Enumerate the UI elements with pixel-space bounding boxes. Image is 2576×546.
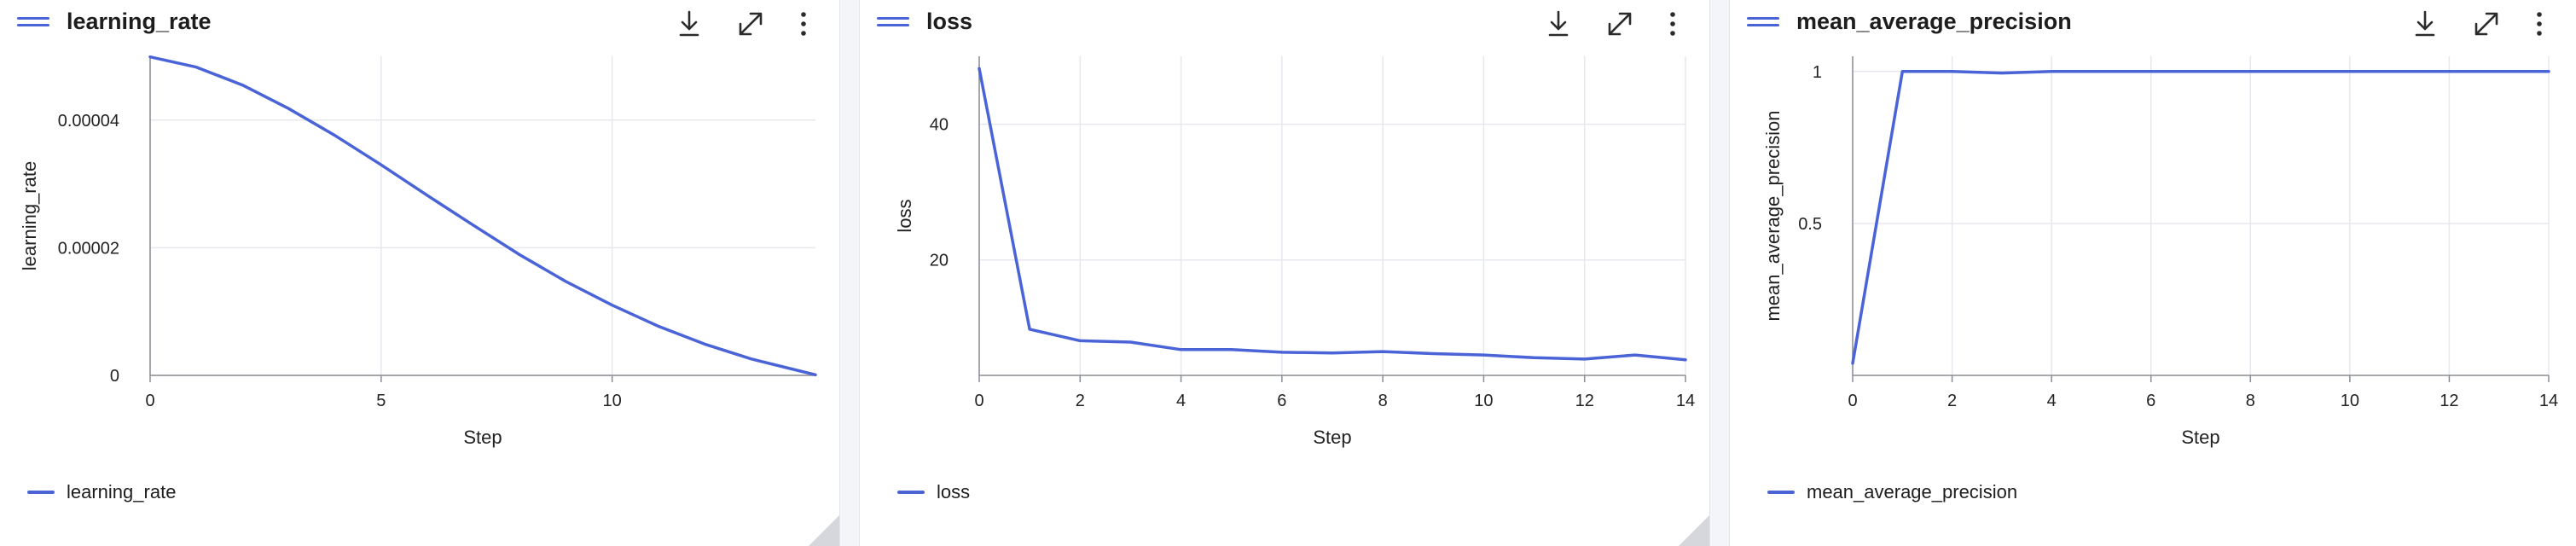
x-tick-label: 14	[1676, 392, 1695, 410]
x-tick-label: 0	[1848, 392, 1857, 410]
x-tick-label: 10	[2341, 392, 2359, 410]
legend-swatch	[1767, 491, 1795, 494]
legend: loss	[897, 479, 970, 505]
more-vert-icon[interactable]	[1656, 7, 1690, 41]
x-tick-label: 4	[1176, 392, 1186, 410]
menu-icon[interactable]	[17, 17, 49, 31]
x-tick-label: 6	[2146, 392, 2155, 410]
card-header: mean_average_precision	[1730, 0, 2576, 48]
more-vert-icon[interactable]	[2522, 7, 2556, 41]
legend: mean_average_precision	[1767, 479, 2017, 505]
card-title: learning_rate	[67, 9, 212, 34]
x-tick-label: 5	[376, 392, 386, 410]
expand-icon[interactable]	[734, 7, 768, 41]
menu-icon[interactable]	[1747, 17, 1779, 31]
x-tick-label: 10	[603, 392, 622, 410]
x-tick-label: 0	[145, 392, 154, 410]
y-tick-label: 0.00004	[58, 112, 119, 131]
card-title: mean_average_precision	[1796, 9, 2072, 34]
resize-handle[interactable]	[809, 515, 839, 546]
x-axis-title: Step	[463, 427, 502, 448]
x-tick-label: 0	[974, 392, 983, 410]
legend-label: loss	[937, 481, 971, 502]
x-tick-label: 8	[2246, 392, 2255, 410]
series-line[interactable]	[148, 55, 817, 377]
download-icon[interactable]	[2408, 7, 2442, 41]
x-tick-label: 14	[2539, 392, 2558, 410]
y-axis-title: loss	[894, 199, 915, 232]
legend-swatch	[27, 491, 55, 494]
y-tick-label: 0.00002	[58, 239, 119, 258]
download-icon[interactable]	[1541, 7, 1575, 41]
card-title: loss	[926, 9, 973, 34]
more-vert-icon[interactable]	[786, 7, 821, 41]
menu-icon[interactable]	[877, 17, 909, 31]
chart-card-learning-rate: learning_rate 0 5 10 0 0.00002 0.00004 Step lea…	[0, 0, 839, 546]
x-tick-label: 4	[2047, 392, 2057, 410]
expand-icon[interactable]	[2469, 7, 2503, 41]
x-tick-label: 2	[1947, 392, 1957, 410]
x-axis-title: Step	[1313, 427, 1351, 448]
y-tick-label: 20	[930, 252, 949, 270]
y-tick-label: 40	[930, 116, 949, 135]
resize-handle[interactable]	[1679, 515, 1709, 546]
series-line[interactable]	[1851, 70, 2550, 365]
card-header: loss	[860, 0, 1709, 48]
y-axis-title: learning_rate	[19, 161, 40, 270]
download-icon[interactable]	[672, 7, 706, 41]
x-tick-label: 6	[1277, 392, 1286, 410]
x-axis-title: Step	[2181, 427, 2219, 448]
x-tick-label: 12	[1575, 392, 1594, 410]
chart-card-mean-average-precision: mean_average_precision 0 2 4 6 8 10 12 14 0.5 1 St…	[1730, 0, 2576, 546]
chart-card-loss: loss 0 2 4 6 8 10 12 14 20 40 Step loss loss	[860, 0, 1709, 546]
x-tick-label: 12	[2440, 392, 2458, 410]
y-tick-label: 1	[1813, 63, 1822, 82]
expand-icon[interactable]	[1603, 7, 1637, 41]
series-line[interactable]	[978, 67, 1687, 362]
x-tick-label: 10	[1474, 392, 1493, 410]
legend: learning_rate	[27, 479, 176, 505]
y-axis-title: mean_average_precision	[1762, 110, 1784, 321]
line-chart-loss: 0 2 4 6 8 10 12 14 20 40 Step loss	[894, 56, 1695, 448]
line-chart-learning-rate: 0 5 10 0 0.00002 0.00004 Step learning_rate	[19, 55, 817, 448]
x-tick-label: 8	[1378, 392, 1388, 410]
card-header: learning_rate	[0, 0, 839, 48]
x-tick-label: 2	[1076, 392, 1085, 410]
legend-swatch	[897, 491, 925, 494]
y-tick-label: 0.5	[1798, 215, 1822, 234]
y-tick-label: 0	[110, 367, 119, 386]
legend-label: learning_rate	[67, 481, 177, 502]
line-chart-mean-average-precision: 0 2 4 6 8 10 12 14 0.5 1 Step mean_average_precisio…	[1762, 56, 2558, 448]
legend-label: mean_average_precision	[1807, 481, 2018, 502]
